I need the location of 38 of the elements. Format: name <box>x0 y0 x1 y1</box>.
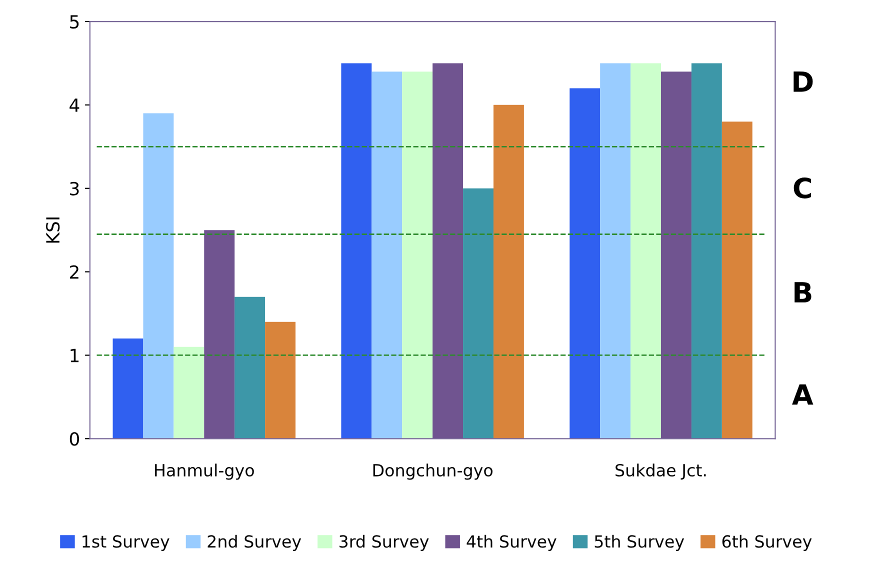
bar <box>722 122 752 439</box>
bar <box>372 72 402 439</box>
text: C <box>794 178 812 199</box>
bar <box>432 63 464 439</box>
legend-label: 2nd Survey <box>208 534 302 551</box>
bar <box>493 104 524 439</box>
bar <box>661 72 692 439</box>
y-axis-title: KSI <box>46 218 60 243</box>
text: A <box>792 384 814 405</box>
text: B <box>794 282 812 302</box>
legend-label: 3rd Survey <box>340 534 429 551</box>
bar <box>174 346 204 439</box>
y-tick-label: 2 <box>70 265 78 279</box>
legend-label: 5th Survey <box>594 534 684 551</box>
bar <box>265 322 296 439</box>
x-tick-label: Dongchun-gyo <box>373 464 492 480</box>
y-tick-label: 3 <box>70 182 79 196</box>
x-tick-label: Sukdae Jct. <box>616 464 706 480</box>
y-tick-label: 0 <box>70 432 79 446</box>
bar <box>600 63 631 439</box>
y-tick-label: 5 <box>70 15 79 29</box>
text: D <box>794 71 813 92</box>
legend-label: 4th Survey <box>466 534 556 551</box>
legend-label: 6th Survey <box>722 534 812 551</box>
legend-label: 1st Survey <box>82 535 170 551</box>
bar <box>570 88 600 439</box>
bar <box>112 338 144 439</box>
bar <box>204 230 235 439</box>
x-tick-label: Hanmul-gyo <box>155 464 254 480</box>
bar <box>341 63 372 439</box>
bar <box>630 63 662 439</box>
y-tick-label: 1 <box>70 348 79 362</box>
bar <box>234 296 266 439</box>
bar <box>143 113 174 439</box>
y-tick-label: 4 <box>70 98 80 112</box>
bar <box>691 63 722 439</box>
bar <box>402 72 433 439</box>
bar <box>463 188 494 439</box>
